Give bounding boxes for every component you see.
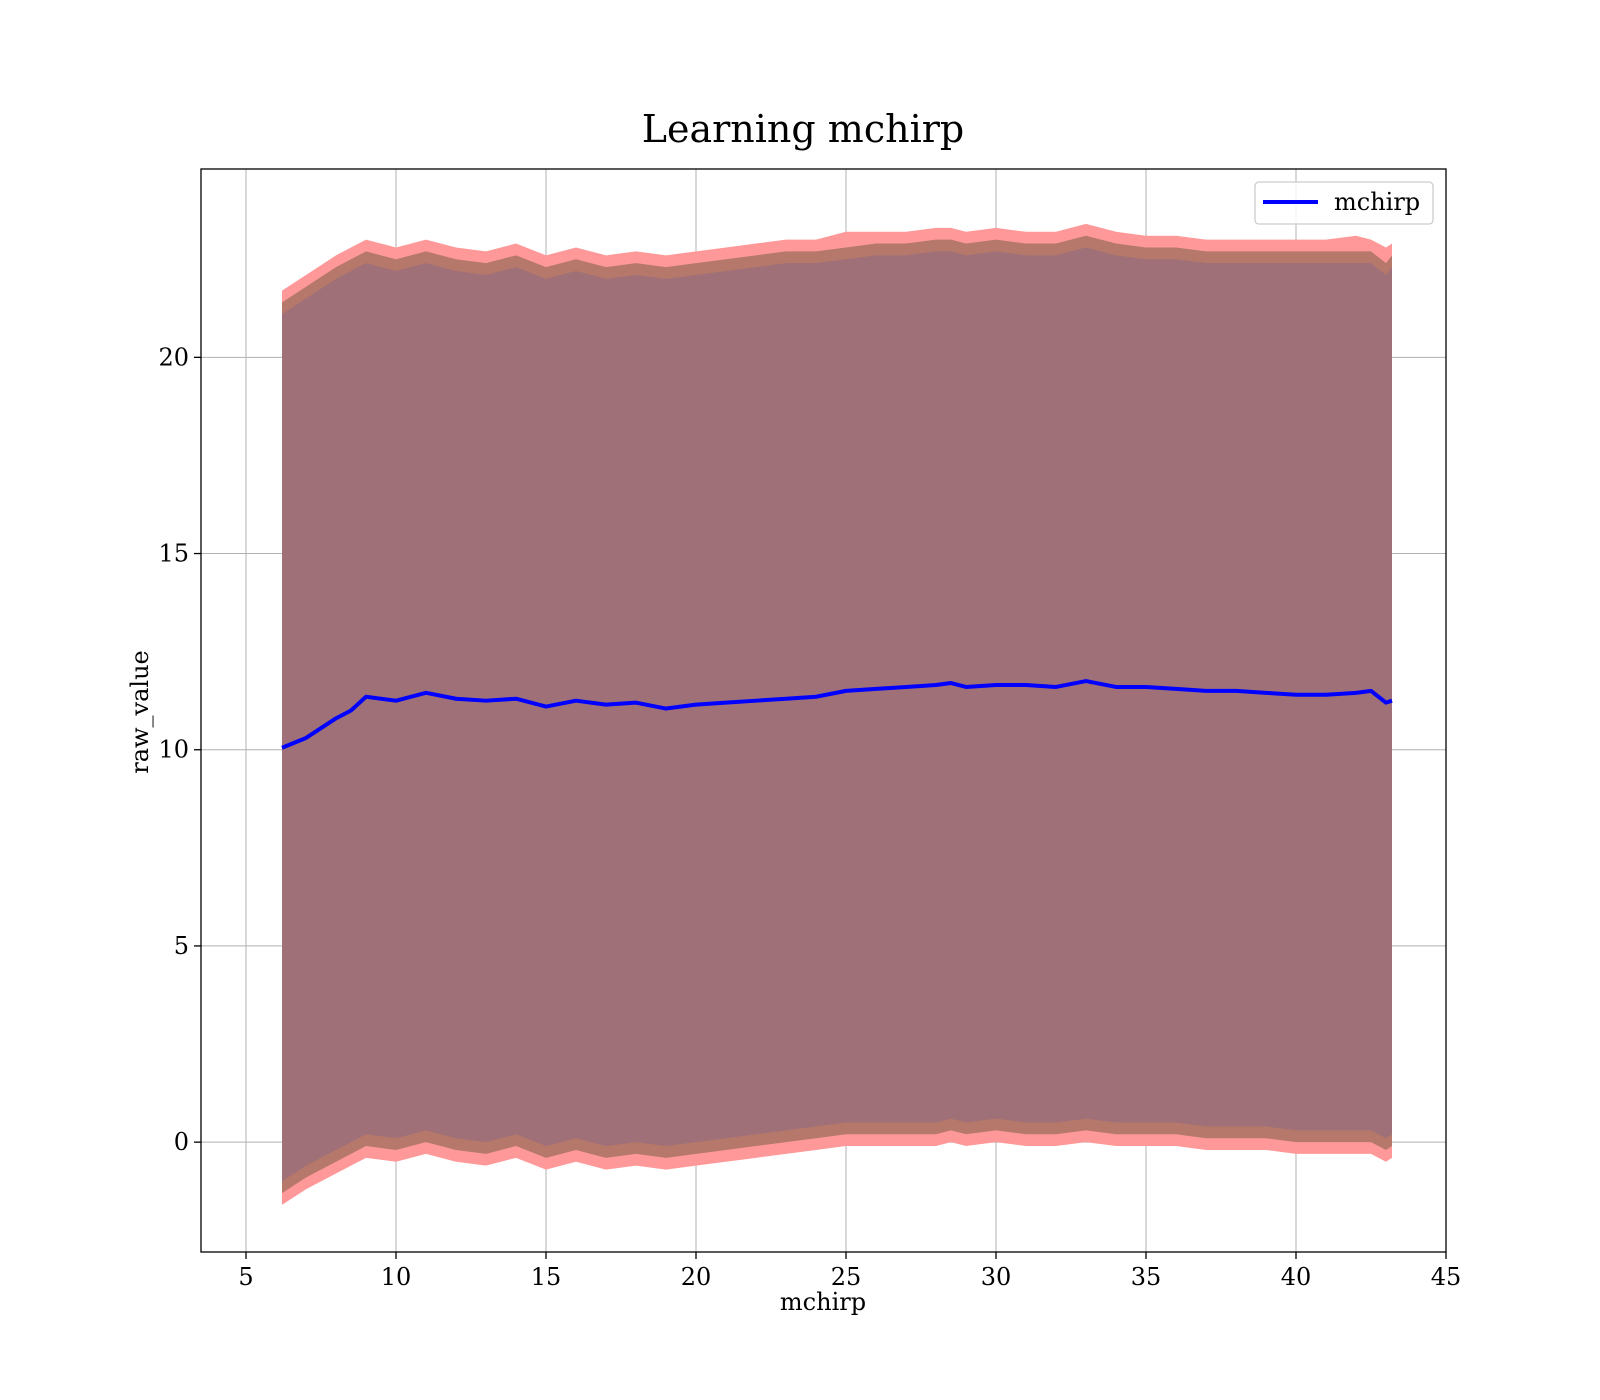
x-tick-label: 10	[381, 1263, 412, 1291]
series-line-mchirp	[281, 679, 1393, 750]
confidence-bands	[282, 223, 1392, 1205]
legend-box	[1254, 181, 1434, 225]
chart-title: Learning mchirp	[642, 107, 964, 151]
band-inner	[282, 247, 1392, 1182]
y-tick-label: 5	[174, 932, 189, 960]
series-lines	[281, 679, 1393, 750]
x-tick-label: 40	[1281, 1263, 1312, 1291]
x-tick-label: 45	[1431, 1263, 1462, 1291]
x-axis-ticks: 5 10 15 20 25 30 35 40 45	[238, 1252, 1461, 1291]
x-tick-label: 20	[681, 1263, 712, 1291]
y-tick-label: 20	[158, 343, 189, 371]
y-axis-label: raw_value	[126, 650, 154, 774]
x-tick-label: 5	[238, 1263, 253, 1291]
x-tick-label: 35	[1131, 1263, 1162, 1291]
legend: mchirp	[1254, 181, 1434, 225]
x-axis-label: mchirp	[780, 1288, 866, 1316]
x-tick-label: 30	[981, 1263, 1012, 1291]
x-tick-label: 15	[531, 1263, 562, 1291]
y-axis-ticks: 0 5 10 15 20	[158, 343, 201, 1156]
y-tick-label: 10	[158, 736, 189, 764]
y-tick-label: 15	[158, 540, 189, 568]
plot-frame	[200, 168, 1447, 1253]
x-tick-label: 25	[831, 1263, 862, 1291]
legend-label-mchirp: mchirp	[1334, 188, 1420, 216]
y-tick-label: 0	[174, 1128, 189, 1156]
